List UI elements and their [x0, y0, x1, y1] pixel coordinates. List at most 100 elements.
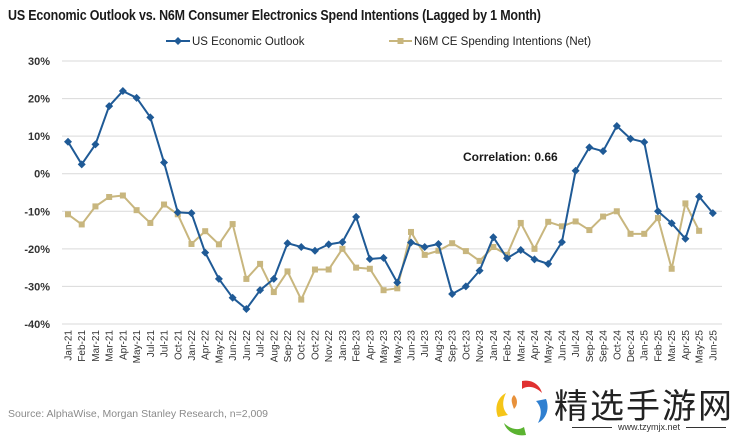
x-tick-label: Oct-23 [461, 330, 472, 360]
x-axis-ticks: Jan-21 Feb-21 Mar-21 Mar-21 Apr-21 May-21 Jul-… [64, 330, 720, 364]
x-tick-label: Feb-21 [77, 330, 88, 362]
data-point [353, 264, 360, 271]
x-tick-label: Jun-25 [708, 330, 719, 361]
data-point [449, 240, 456, 247]
gridlines [62, 60, 722, 325]
data-point [475, 266, 484, 275]
data-point [228, 293, 237, 302]
data-point [214, 274, 223, 283]
data-point [324, 240, 333, 249]
data-point [269, 274, 278, 283]
data-point [243, 275, 250, 282]
data-point [338, 238, 347, 247]
x-tick-label: May-23 [379, 330, 390, 364]
x-tick-label: Sep-24 [585, 330, 596, 363]
data-point [105, 102, 114, 111]
data-point [365, 255, 374, 264]
data-point [187, 209, 196, 218]
data-point [160, 158, 169, 167]
x-tick-label: Mar-25 [667, 330, 678, 362]
data-point [393, 278, 402, 287]
legend-label-n6m-ce-spending: N6M CE Spending Intentions (Net) [414, 36, 591, 48]
data-point [146, 113, 155, 122]
data-point [503, 254, 512, 263]
data-point [586, 227, 593, 234]
x-tick-label: Jun-24 [557, 330, 568, 361]
data-point [600, 213, 607, 220]
x-tick-label: Jun-22 [228, 330, 239, 361]
x-tick-label: Jul-23 [420, 330, 431, 358]
x-tick-label: May-22 [214, 330, 225, 364]
data-point [558, 223, 565, 230]
x-tick-label: Sep-23 [448, 330, 459, 363]
legend-item-n6m-ce-spending: N6M CE Spending Intentions (Net) [389, 36, 591, 48]
x-tick-label: Oct-22 [297, 330, 308, 360]
x-tick-label: Oct-24 [612, 330, 623, 360]
data-point [571, 166, 580, 175]
data-point [613, 208, 620, 215]
data-point [270, 289, 277, 296]
x-tick-label: Jan-22 [187, 330, 198, 361]
x-tick-label: Aug-23 [434, 330, 445, 363]
x-tick-label: Apr-21 [118, 330, 129, 360]
data-point [421, 251, 428, 258]
x-tick-label: Oct-22 [310, 330, 321, 360]
data-point [640, 138, 649, 147]
x-tick-label: Jan-23 [338, 330, 349, 361]
legend-square-marker-icon [397, 38, 404, 44]
data-point [572, 218, 579, 225]
data-point [284, 268, 291, 275]
data-point [653, 207, 662, 216]
data-point [202, 228, 209, 235]
y-tick-label: -30% [24, 281, 50, 293]
data-point [708, 209, 717, 218]
data-point [627, 230, 634, 237]
series-us-economic-outlook [64, 87, 717, 313]
series-line [67, 90, 714, 310]
x-tick-label: Jul-21 [160, 330, 171, 358]
data-point [339, 245, 346, 252]
data-point [119, 192, 126, 199]
x-tick-label: Sep-22 [283, 330, 294, 363]
data-point [118, 87, 127, 96]
legend: US Economic Outlook N6M CE Spending Inte… [166, 36, 591, 48]
data-point [229, 221, 236, 228]
x-tick-label: Jan-21 [64, 330, 75, 361]
correlation-annotation: Correlation: 0.66 [463, 150, 558, 164]
data-point [695, 192, 704, 201]
data-point [681, 234, 690, 243]
data-point [147, 219, 154, 226]
data-point [64, 137, 72, 146]
x-tick-label: Jun-22 [242, 330, 253, 361]
data-point [133, 207, 140, 214]
data-point [476, 257, 483, 264]
x-tick-label: Nov-23 [475, 330, 486, 363]
data-point [325, 266, 332, 273]
x-tick-label: Feb-24 [503, 330, 514, 362]
data-point [106, 194, 113, 201]
x-tick-label: Oct-21 [173, 330, 184, 360]
x-tick-label: Mar-21 [91, 330, 102, 362]
y-tick-label: 30% [28, 56, 50, 68]
y-tick-label: 0% [34, 169, 50, 181]
x-tick-label: Apr-23 [365, 330, 376, 360]
x-tick-label: Feb-25 [653, 330, 664, 362]
chart-title: US Economic Outlook vs. N6M Consumer Ele… [8, 8, 541, 24]
watermark-text: 精选手游网 [554, 387, 734, 427]
data-point [215, 241, 222, 248]
data-point [435, 247, 442, 254]
x-tick-label: Nov-22 [324, 330, 335, 363]
x-tick-label: Mar-21 [105, 330, 116, 362]
x-tick-label: Dec-24 [626, 330, 637, 363]
y-tick-label: -10% [24, 206, 50, 218]
data-point [408, 228, 414, 235]
data-point [298, 296, 305, 303]
x-tick-label: Apr-25 [681, 330, 692, 360]
data-point [310, 246, 319, 255]
data-point [490, 243, 497, 250]
data-point [77, 160, 86, 169]
data-point [462, 248, 469, 255]
data-point [516, 245, 525, 254]
data-point [407, 238, 415, 247]
data-point [517, 219, 524, 226]
